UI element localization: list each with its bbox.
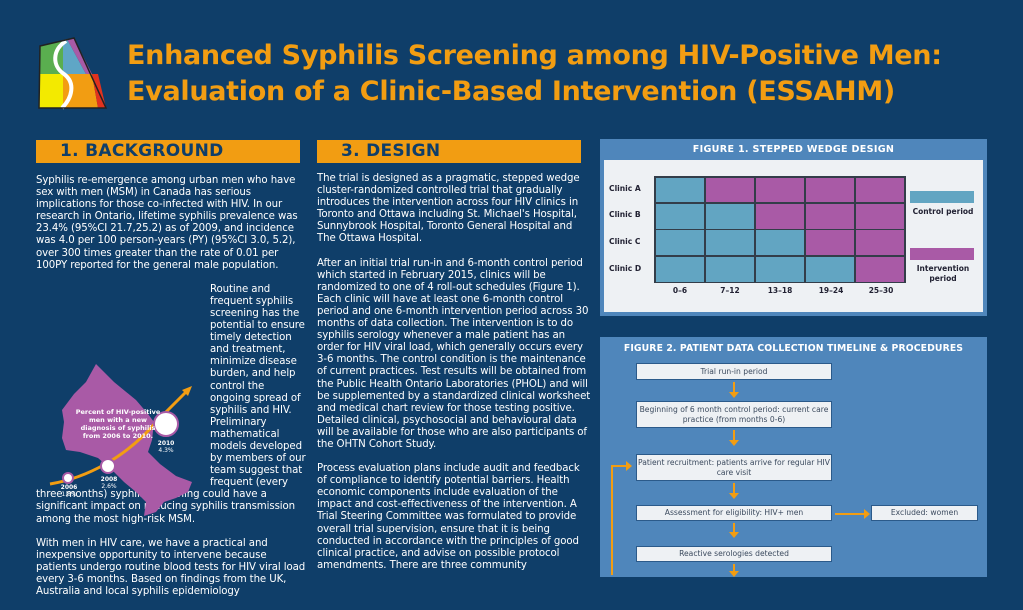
wedge-cell-control xyxy=(655,230,705,256)
clinic-label-b: Clinic B xyxy=(609,210,641,219)
wedge-cell-control xyxy=(705,230,755,256)
step-patient-recruitment: Patient recruitment: patients arrive for… xyxy=(636,454,832,481)
title-line-2: Evaluation of a Clinic-Based Interventio… xyxy=(127,76,895,107)
wedge-cell-control xyxy=(655,203,705,229)
excluded-women-box: Excluded: women xyxy=(871,505,978,521)
loop-back-line xyxy=(611,465,613,575)
label-2008: 2008 2.6% xyxy=(100,476,118,490)
wedge-cell-control xyxy=(805,256,855,282)
point-2008 xyxy=(100,458,116,474)
period-label: 25–30 xyxy=(868,286,894,295)
loop-back-arrow-icon xyxy=(611,461,632,471)
background-paragraph-3: With men in HIV care, we have a practica… xyxy=(36,537,306,597)
wedge-cell-intervention xyxy=(805,177,855,203)
point-2010 xyxy=(153,411,179,437)
essahm-logo xyxy=(38,37,108,110)
wedge-cell-intervention xyxy=(755,203,805,229)
stepped-wedge-grid xyxy=(654,176,906,283)
clinic-label-a: Clinic A xyxy=(609,184,641,193)
arrow-down-icon xyxy=(729,564,739,577)
step-eligibility-assessment: Assessment for eligibility: HIV+ men xyxy=(636,505,832,521)
step-reactive-serologies: Reactive serologies detected xyxy=(636,546,832,562)
legend-intervention-label: Intervention period xyxy=(916,264,970,283)
wedge-cell-control xyxy=(755,256,805,282)
period-label: 13–18 xyxy=(767,286,793,295)
figure-1-panel: Clinic A Clinic B Clinic C Clinic D 0–6 … xyxy=(604,160,983,312)
clinic-label-c: Clinic C xyxy=(609,237,641,246)
map-caption: Percent of HIV-positive men with a new d… xyxy=(75,408,161,440)
legend-intervention-swatch xyxy=(910,248,974,260)
period-label: 7–12 xyxy=(720,286,740,295)
point-2006 xyxy=(62,472,74,484)
step-trial-run-in: Trial run-in period xyxy=(636,363,832,380)
figure-2-title: FIGURE 2. PATIENT DATA COLLECTION TIMELI… xyxy=(623,343,964,354)
wedge-cell-intervention xyxy=(855,230,905,256)
wedge-cell-control xyxy=(705,256,755,282)
wedge-cell-control xyxy=(705,203,755,229)
ontario-map xyxy=(49,364,192,516)
figure-1-stepped-wedge: FIGURE 1. STEPPED WEDGE DESIGN Clinic A … xyxy=(600,139,987,316)
wedge-cell-intervention xyxy=(855,256,905,282)
arrow-right-icon xyxy=(835,509,870,519)
poster-title: Enhanced Syphilis Screening among HIV-Po… xyxy=(127,38,942,110)
figure-1-title: FIGURE 1. STEPPED WEDGE DESIGN xyxy=(692,144,895,155)
wedge-cell-control xyxy=(655,177,705,203)
period-label: 0–6 xyxy=(672,286,688,295)
design-text: The trial is designed as a pragmatic, st… xyxy=(317,173,592,584)
ontario-shape xyxy=(62,364,192,516)
design-heading: 3. DESIGN xyxy=(317,140,581,163)
label-2010: 2010 4.3% xyxy=(157,440,175,454)
label-2006: 2006 1.8% xyxy=(60,484,78,498)
figure-2-timeline: FIGURE 2. PATIENT DATA COLLECTION TIMELI… xyxy=(600,337,987,577)
design-paragraph-1: The trial is designed as a pragmatic, st… xyxy=(317,173,580,245)
wedge-cell-intervention xyxy=(805,230,855,256)
arrow-down-icon xyxy=(729,382,739,398)
arrow-down-icon xyxy=(729,483,739,499)
period-label: 19–24 xyxy=(818,286,844,295)
ontario-map-figure: Percent of HIV-positive men with a new d… xyxy=(36,352,206,522)
logo-yellow-segment xyxy=(39,74,63,108)
logo-s-curve xyxy=(53,39,74,110)
step-control-period: Beginning of 6 month control period: cur… xyxy=(636,401,832,428)
arrow-down-icon xyxy=(729,523,739,538)
title-line-1: Enhanced Syphilis Screening among HIV-Po… xyxy=(127,40,942,71)
logo-blue-segment xyxy=(63,39,86,74)
wedge-cell-intervention xyxy=(805,203,855,229)
design-paragraph-2: After an initial trial run-in and 6-mont… xyxy=(317,257,591,450)
wedge-cell-control xyxy=(755,230,805,256)
background-paragraph-1: Syphilis re-emergence among urban men wh… xyxy=(36,175,298,271)
arrow-down-icon xyxy=(729,430,739,446)
clinic-label-d: Clinic D xyxy=(609,264,642,273)
legend-control-swatch xyxy=(910,191,974,203)
background-heading: 1. BACKGROUND xyxy=(36,140,300,163)
wedge-cell-intervention xyxy=(705,177,755,203)
legend-control-label: Control period xyxy=(912,207,974,216)
design-paragraph-3: Process evaluation plans include audit a… xyxy=(317,463,580,571)
trend-arrowhead xyxy=(182,386,192,396)
wedge-cell-intervention xyxy=(755,177,805,203)
wedge-cell-control xyxy=(655,256,705,282)
wedge-cell-intervention xyxy=(855,203,905,229)
wedge-cell-intervention xyxy=(855,177,905,203)
